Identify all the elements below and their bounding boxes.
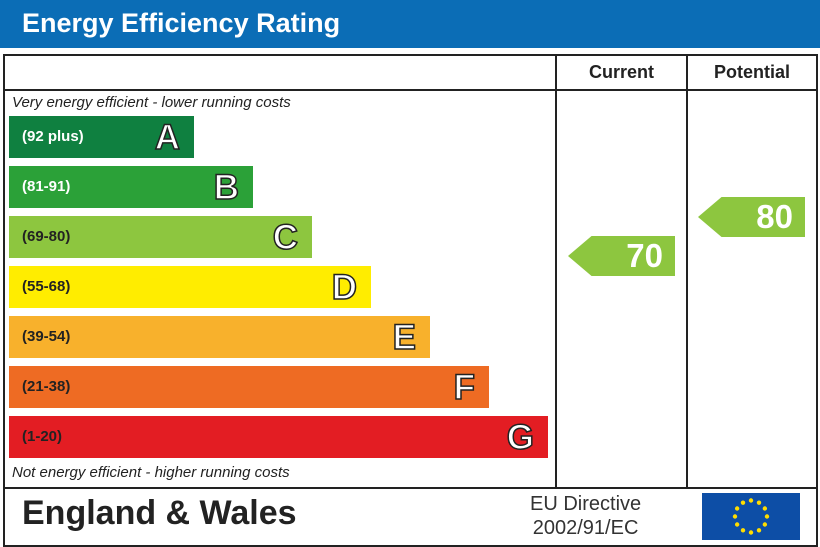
potential-column-header: Potential xyxy=(713,62,790,82)
eu-star xyxy=(732,514,738,519)
band-letter: E xyxy=(392,317,417,358)
directive-label: EU Directive 2002/91/EC xyxy=(530,492,641,540)
eu-star xyxy=(734,506,740,511)
band-letter: F xyxy=(453,367,476,408)
rating-frame xyxy=(3,54,818,547)
potential-rating-arrow-value: 80 xyxy=(756,198,793,235)
footer-divider xyxy=(3,487,816,489)
eu-star xyxy=(756,500,762,505)
band-letter: G xyxy=(506,417,535,458)
chart-title: Energy Efficiency Rating xyxy=(22,8,341,38)
band-letter: B xyxy=(213,167,240,208)
current-rating-arrow-value: 70 xyxy=(626,237,663,274)
band-c: (69-80) C xyxy=(9,216,312,258)
column-divider xyxy=(686,54,688,488)
column-divider xyxy=(555,54,557,488)
band-b: (81-91) B xyxy=(9,166,253,208)
eu-star xyxy=(740,528,746,533)
eu-star xyxy=(734,522,740,527)
current-column-header: Current xyxy=(588,62,654,82)
eu-star xyxy=(740,500,746,505)
band-letter: C xyxy=(272,217,299,258)
band-letter: D xyxy=(331,267,358,308)
band-range: (69-80) xyxy=(22,228,71,245)
band-letter: A xyxy=(154,117,181,158)
eu-flag-icon xyxy=(702,493,800,540)
band-range: (1-20) xyxy=(22,428,63,445)
band-g: (1-20) G xyxy=(9,416,548,458)
directive-line-1: EU Directive xyxy=(530,493,642,515)
band-range: (21-38) xyxy=(22,378,71,395)
band-d: (55-68) D xyxy=(9,266,371,308)
band-range: (55-68) xyxy=(22,278,71,295)
band-f: (21-38) F xyxy=(9,366,489,408)
band-a: (92 plus) A xyxy=(9,116,194,158)
potential-rating-arrow: 80 xyxy=(698,197,805,237)
band-e: (39-54) E xyxy=(9,316,430,358)
band-range: (92 plus) xyxy=(22,128,84,145)
current-rating-arrow: 70 xyxy=(568,236,675,276)
title-bar xyxy=(0,0,820,48)
band-range: (81-91) xyxy=(22,178,71,195)
band-range: (39-54) xyxy=(22,328,71,345)
eu-star xyxy=(762,506,768,511)
top-note: Very energy efficient - lower running co… xyxy=(12,94,291,111)
eu-star xyxy=(748,530,754,535)
directive-line-2: 2002/91/EC xyxy=(532,517,639,539)
header-divider xyxy=(3,89,816,91)
bottom-note: Not energy efficient - higher running co… xyxy=(12,464,290,481)
eu-star xyxy=(762,522,768,527)
country-label: England & Wales xyxy=(22,494,297,532)
eu-star xyxy=(764,514,770,519)
eu-star xyxy=(756,528,762,533)
eu-star xyxy=(748,498,754,503)
